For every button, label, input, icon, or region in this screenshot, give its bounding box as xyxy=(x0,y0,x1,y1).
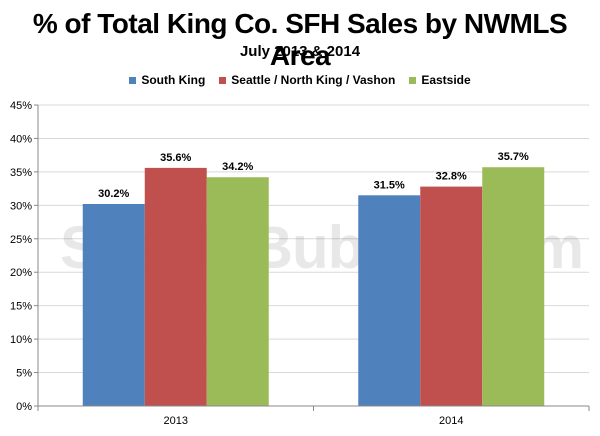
bar xyxy=(144,167,207,406)
y-tick-label: 35% xyxy=(10,167,32,179)
bar xyxy=(206,177,269,406)
legend-label-south-king: South King xyxy=(141,73,206,87)
y-tick-label: 0% xyxy=(16,401,32,413)
data-label: 32.8% xyxy=(436,171,467,183)
data-label: 34.2% xyxy=(222,161,253,173)
legend-item-south-king: South King xyxy=(129,73,205,87)
legend-swatch-south-king xyxy=(129,76,137,84)
data-label: 31.5% xyxy=(374,179,405,191)
bar xyxy=(482,167,545,406)
chart-subtitle: July 2013 & 2014 xyxy=(239,43,361,60)
legend-label-seattle: Seattle / North King / Vashon xyxy=(231,73,396,87)
chart-title: % of Total King Co. SFH Sales by NWMLS A… xyxy=(32,8,568,71)
y-tick-label: 25% xyxy=(10,234,32,246)
bar xyxy=(82,203,145,406)
data-label: 30.2% xyxy=(98,188,129,200)
data-label: 35.7% xyxy=(498,151,529,163)
legend-label-eastside: Eastside xyxy=(421,73,471,87)
y-tick-label: 5% xyxy=(16,368,32,380)
y-tick-label: 40% xyxy=(10,133,32,145)
legend-item-eastside: Eastside xyxy=(409,73,471,87)
bar xyxy=(358,195,421,406)
x-tick-label: 2014 xyxy=(439,415,463,427)
bar xyxy=(420,186,483,406)
legend: South King Seattle / North King / Vashon… xyxy=(0,73,600,87)
y-tick-label: 20% xyxy=(10,267,32,279)
legend-swatch-eastside xyxy=(409,76,417,84)
y-tick-label: 30% xyxy=(10,200,32,212)
y-tick-label: 45% xyxy=(10,100,32,112)
y-tick-label: 15% xyxy=(10,301,32,313)
legend-item-seattle: Seattle / North King / Vashon xyxy=(219,73,395,87)
x-tick-label: 2013 xyxy=(164,415,188,427)
y-tick-label: 10% xyxy=(10,334,32,346)
legend-swatch-seattle xyxy=(219,76,227,84)
data-label: 35.6% xyxy=(160,152,191,164)
